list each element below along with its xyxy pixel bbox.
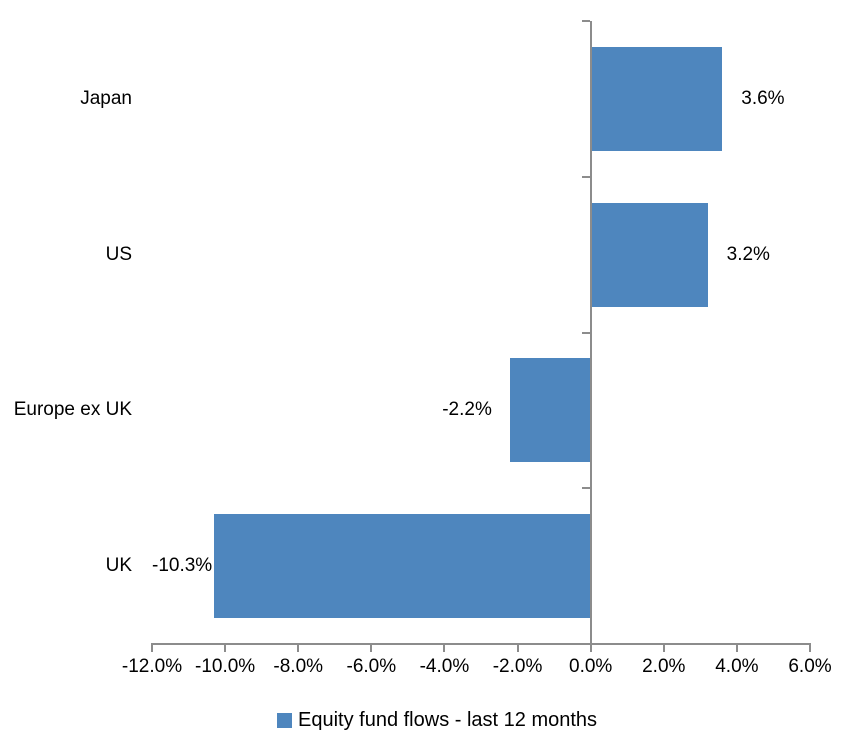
- x-axis-line: [151, 643, 811, 645]
- x-tick-label: -4.0%: [419, 656, 470, 677]
- x-tick-mark: [516, 644, 519, 652]
- bar-japan: [590, 46, 723, 151]
- value-label-us: 3.2%: [726, 243, 770, 265]
- value-label-uk: -10.3%: [152, 555, 213, 577]
- x-tick-mark: [589, 644, 592, 652]
- x-tick-label: 2.0%: [642, 656, 686, 677]
- category-tick-mark: [581, 175, 590, 178]
- y-axis-line: [589, 21, 592, 644]
- category-tick-mark: [581, 487, 590, 490]
- x-tick-mark: [443, 644, 446, 652]
- bar-europe-ex-uk: [510, 358, 591, 463]
- x-tick-label: -8.0%: [273, 656, 324, 677]
- x-tick-mark: [662, 644, 665, 652]
- bar-uk: [214, 514, 591, 619]
- category-label-us: US: [105, 243, 132, 265]
- x-tick-mark: [151, 644, 153, 652]
- category-label-uk: UK: [105, 555, 132, 577]
- x-tick-label: 6.0%: [788, 656, 832, 677]
- x-tick-label: -2.0%: [492, 656, 543, 677]
- x-tick-label: -10.0%: [195, 656, 256, 677]
- x-tick-label: -6.0%: [346, 656, 397, 677]
- legend: Equity fund flows - last 12 months: [277, 706, 597, 734]
- x-tick-label: 4.0%: [715, 656, 759, 677]
- legend-label: Equity fund flows - last 12 months: [298, 708, 598, 731]
- x-tick-mark: [297, 644, 300, 652]
- x-tick-mark: [224, 644, 227, 652]
- category-tick-mark: [581, 20, 590, 22]
- x-tick-label: 0.0%: [569, 656, 613, 677]
- category-tick-mark: [581, 331, 590, 334]
- x-tick-mark: [370, 644, 373, 652]
- category-label-japan: Japan: [80, 87, 132, 109]
- category-label-europe-ex-uk: Europe ex UK: [13, 399, 132, 421]
- x-tick-label: -12.0%: [121, 656, 183, 677]
- bar-us: [590, 202, 708, 307]
- x-tick-mark: [809, 644, 811, 652]
- x-tick-mark: [735, 644, 738, 652]
- value-label-europe-ex-uk: -2.2%: [442, 399, 492, 421]
- value-label-japan: 3.6%: [741, 87, 785, 109]
- legend-swatch-icon: [277, 712, 292, 728]
